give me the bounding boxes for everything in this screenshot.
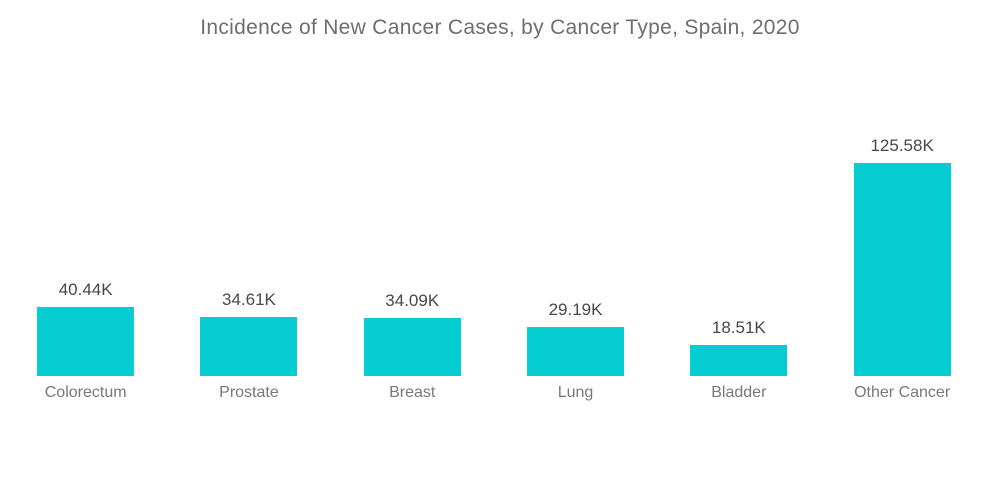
bar-rect bbox=[37, 307, 135, 376]
bar-category-label: Prostate bbox=[219, 384, 279, 401]
bar-rect bbox=[690, 344, 788, 376]
bar-rect bbox=[853, 163, 951, 376]
bar-group: 40.44K Colorectum bbox=[4, 0, 167, 402]
bar-stack: 34.61K bbox=[200, 0, 298, 376]
bar-value-label: 40.44K bbox=[58, 280, 113, 300]
bar-value-label: 29.19K bbox=[548, 299, 603, 319]
bar-stack: 125.58K bbox=[853, 0, 951, 376]
bar-rect bbox=[363, 318, 461, 376]
bar-group: 18.51K Bladder bbox=[657, 0, 820, 402]
bar-chart: 40.44K Colorectum 34.61K Prostate 34.09K… bbox=[4, 0, 984, 402]
bar-group: 34.61K Prostate bbox=[167, 0, 330, 402]
bar-category-label: Lung bbox=[557, 384, 594, 401]
bar-rect bbox=[200, 317, 298, 376]
bar-value-label: 34.09K bbox=[385, 291, 440, 311]
bar-value-label: 34.61K bbox=[221, 290, 276, 310]
bar-stack: 34.09K bbox=[363, 0, 461, 376]
bar-value-label: 18.51K bbox=[711, 317, 766, 337]
bar-stack: 29.19K bbox=[527, 0, 625, 376]
bar-category-label: Breast bbox=[389, 384, 436, 401]
bar-stack: 18.51K bbox=[690, 0, 788, 376]
bar-rect bbox=[527, 326, 625, 376]
bar-category-label: Colorectum bbox=[44, 384, 127, 401]
bar-value-label: 125.58K bbox=[870, 136, 934, 155]
bar-group: 29.19K Lung bbox=[494, 0, 657, 402]
bar-stack: 40.44K bbox=[37, 0, 135, 376]
bar-group: 125.58K Other Cancer bbox=[820, 0, 983, 402]
chart-title: Incidence of New Cancer Cases, by Cancer… bbox=[200, 16, 800, 39]
bar-category-label: Bladder bbox=[711, 384, 767, 401]
bar-category-label: Other Cancer bbox=[854, 384, 951, 401]
bar-group: 34.09K Breast bbox=[331, 0, 494, 402]
